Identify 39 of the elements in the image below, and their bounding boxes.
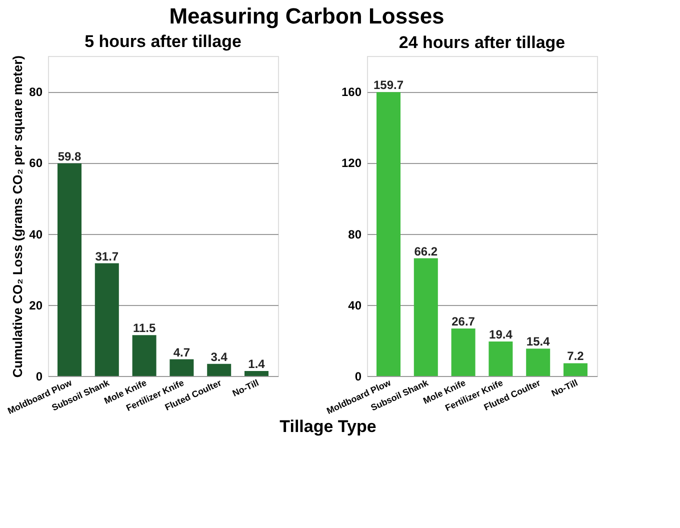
- x-axis-title: Tillage Type: [280, 417, 376, 436]
- y-tick-label: 40: [348, 298, 362, 312]
- chart-title: Measuring Carbon Losses: [169, 3, 444, 28]
- y-axis-title: Cumulative CO₂ Loss (grams CO₂ per square meter): [10, 55, 26, 378]
- y-tick-label: 60: [29, 156, 43, 170]
- bar: [376, 92, 401, 376]
- bar: [170, 359, 194, 376]
- bar: [207, 364, 232, 376]
- data-label: 59.8: [58, 149, 82, 164]
- data-label: 7.2: [567, 349, 584, 364]
- data-label: 1.4: [248, 357, 266, 372]
- bar: [451, 328, 476, 376]
- data-label: 66.2: [414, 244, 438, 258]
- data-label: 19.4: [489, 328, 513, 342]
- data-label: 26.7: [452, 314, 476, 329]
- bar: [563, 363, 588, 376]
- bar: [414, 258, 438, 376]
- bar: [244, 371, 268, 376]
- y-tick-label: 160: [341, 85, 362, 100]
- chart-subtitle: 5 hours after tillage: [84, 32, 242, 51]
- y-tick-label: 0: [36, 370, 43, 384]
- bar: [526, 348, 550, 376]
- y-tick-label: 80: [348, 227, 362, 242]
- y-tick-label: 80: [29, 85, 43, 100]
- data-label: 4.7: [173, 345, 190, 360]
- data-label: 3.4: [210, 350, 228, 364]
- bar: [488, 342, 513, 376]
- data-label: 31.7: [95, 249, 119, 264]
- bar: [58, 163, 82, 376]
- data-label: 15.4: [526, 334, 550, 349]
- data-label: 159.7: [373, 78, 404, 92]
- y-tick-label: 120: [341, 156, 362, 170]
- chart-subtitle: 24 hours after tillage: [398, 33, 566, 52]
- y-tick-label: 20: [29, 298, 43, 312]
- bar: [94, 263, 119, 376]
- bar: [132, 335, 156, 376]
- data-label: 11.5: [132, 321, 156, 336]
- y-tick-label: 40: [29, 227, 43, 242]
- y-tick-label: 0: [354, 370, 362, 384]
